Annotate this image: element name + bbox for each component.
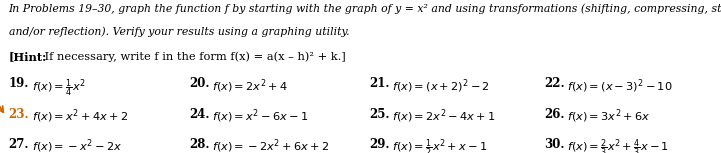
Text: $f(x) = -x^2 - 2x$: $f(x) = -x^2 - 2x$ xyxy=(32,138,122,153)
Text: $f(x) = x^2 - 6x - 1$: $f(x) = x^2 - 6x - 1$ xyxy=(212,108,308,125)
Text: $f(x) = 3x^2 + 6x$: $f(x) = 3x^2 + 6x$ xyxy=(567,108,651,125)
Text: 29.: 29. xyxy=(369,138,389,151)
Text: 19.: 19. xyxy=(9,77,29,90)
Text: 28.: 28. xyxy=(189,138,209,151)
Text: $f(x) = 2x^2 + 4$: $f(x) = 2x^2 + 4$ xyxy=(212,77,288,95)
Text: 23.: 23. xyxy=(9,108,30,121)
Text: 27.: 27. xyxy=(9,138,29,151)
Text: [Hint:: [Hint: xyxy=(9,51,47,62)
Text: $f(x) = (x - 3)^2 - 10$: $f(x) = (x - 3)^2 - 10$ xyxy=(567,77,673,95)
Text: 26.: 26. xyxy=(544,108,565,121)
Text: $f(x) = 2x^2 - 4x + 1$: $f(x) = 2x^2 - 4x + 1$ xyxy=(392,108,495,125)
Text: and/or reflection). Verify your results using a graphing utility.: and/or reflection). Verify your results … xyxy=(9,27,349,37)
Text: 21.: 21. xyxy=(369,77,389,90)
Text: $f(x) = \frac{1}{2}x^2 + x - 1$: $f(x) = \frac{1}{2}x^2 + x - 1$ xyxy=(392,138,487,153)
Text: $f(x) = \frac{2}{3}x^2 + \frac{4}{3}x - 1$: $f(x) = \frac{2}{3}x^2 + \frac{4}{3}x - … xyxy=(567,138,669,153)
Text: 24.: 24. xyxy=(189,108,209,121)
Text: In Problems 19–30, graph the function f by starting with the graph of y = x² and: In Problems 19–30, graph the function f … xyxy=(9,4,721,14)
Text: $f(x) = \frac{1}{4}x^2$: $f(x) = \frac{1}{4}x^2$ xyxy=(32,77,85,99)
Text: 20.: 20. xyxy=(189,77,209,90)
Text: 30.: 30. xyxy=(544,138,565,151)
Text: 22.: 22. xyxy=(544,77,565,90)
Text: $f(x) = x^2 + 4x + 2$: $f(x) = x^2 + 4x + 2$ xyxy=(32,108,128,125)
Text: 25.: 25. xyxy=(369,108,389,121)
Text: If necessary, write f in the form f(x) = a(x – h)² + k.]: If necessary, write f in the form f(x) =… xyxy=(41,51,346,62)
Text: $f(x) = -2x^2 + 6x + 2$: $f(x) = -2x^2 + 6x + 2$ xyxy=(212,138,329,153)
Text: $f(x) = (x + 2)^2 - 2$: $f(x) = (x + 2)^2 - 2$ xyxy=(392,77,490,95)
